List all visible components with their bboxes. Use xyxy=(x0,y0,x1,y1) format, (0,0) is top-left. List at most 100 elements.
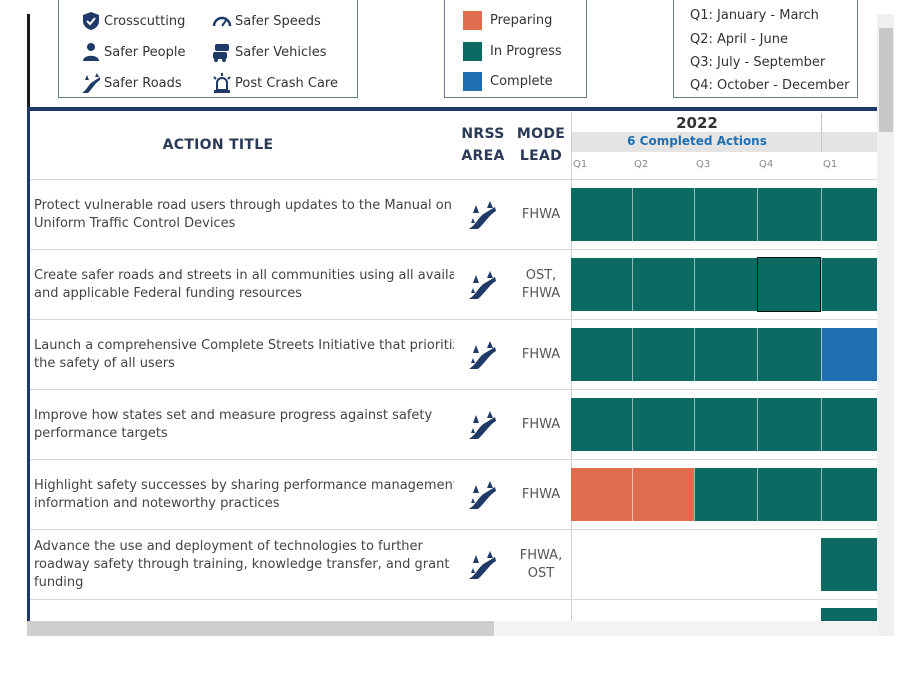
gantt-bar-in-progress[interactable] xyxy=(571,328,632,381)
mode-lead-line: FHWA xyxy=(521,417,561,432)
gantt-bar-separator xyxy=(632,328,633,381)
gantt-bar-separator xyxy=(757,468,758,521)
gantt-bar-separator xyxy=(757,398,758,451)
horizontal-scrollbar-thumb[interactable] xyxy=(27,621,494,636)
mode-lead: FHWA xyxy=(510,346,572,364)
shield-icon xyxy=(83,12,99,30)
road-icon xyxy=(467,199,499,231)
gantt-bar-in-progress[interactable] xyxy=(694,468,757,521)
person-icon xyxy=(83,43,99,61)
nrss-header-line2: AREA xyxy=(461,148,505,164)
legend-post-crash-care: Post Crash Care xyxy=(211,72,338,94)
action-title-line: Advance the use and deployment of techno… xyxy=(34,539,423,554)
preparing-swatch xyxy=(463,11,482,30)
gantt-bar-in-progress[interactable] xyxy=(821,258,877,311)
gantt-bar-in-progress[interactable] xyxy=(632,258,694,311)
gantt-bar-in-progress[interactable] xyxy=(821,608,877,621)
quarter-tick: Q1 xyxy=(823,159,838,170)
table-row[interactable]: Launch a comprehensive Complete Streets … xyxy=(30,320,878,390)
action-title-line: funding xyxy=(34,575,84,590)
mode-lead-line: FHWA xyxy=(521,286,561,301)
action-title-line: Launch a comprehensive Complete Streets … xyxy=(34,338,454,353)
vehicles-icon xyxy=(213,44,229,62)
year-divider xyxy=(821,113,822,152)
mode-lead-line: FHWA xyxy=(521,347,561,362)
gantt-bar-in-progress[interactable] xyxy=(571,188,632,241)
mode-header-line1: MODE xyxy=(516,126,566,142)
table-row[interactable]: Advance the use and deployment of techno… xyxy=(30,530,878,600)
gantt-bar-separator xyxy=(632,188,633,241)
gantt-bar-in-progress[interactable] xyxy=(821,468,877,521)
gantt-bar-in-progress[interactable] xyxy=(571,258,632,311)
gantt-bar-separator xyxy=(757,328,758,381)
legend-safer-vehicles: Safer Vehicles xyxy=(211,41,327,63)
road-icon xyxy=(467,479,499,511)
gantt-bar-separator xyxy=(694,188,695,241)
quarter-tick: Q3 xyxy=(696,159,711,170)
action-title-header: ACTION TITLE xyxy=(162,137,274,153)
gantt-bar-in-progress[interactable] xyxy=(694,398,757,451)
road-icon xyxy=(467,409,499,441)
gantt-bar-in-progress[interactable] xyxy=(757,468,821,521)
status-legend: Preparing In Progress Complete xyxy=(444,0,587,98)
action-title: Advance the use and deployment of techno… xyxy=(34,538,454,592)
legend-safer-roads: Safer Roads xyxy=(80,72,182,94)
gantt-bar-complete[interactable] xyxy=(821,328,877,381)
nrss-area-legend: Crosscutting Safer Speeds Safer People S… xyxy=(58,0,358,98)
mode-lead-line: FHWA xyxy=(521,207,561,222)
nrss-header-line1: NRSS xyxy=(461,126,505,142)
legend-label: Crosscutting xyxy=(104,13,186,29)
action-title-line: the safety of all users xyxy=(34,356,175,371)
mode-lead: FHWA xyxy=(510,416,572,434)
mode-lead: FHWA, OST xyxy=(510,547,572,583)
gantt-bar-in-progress[interactable] xyxy=(694,328,757,381)
vertical-scrollbar-thumb[interactable] xyxy=(879,28,893,132)
gantt-bar-separator xyxy=(632,398,633,451)
legend-label: Safer Vehicles xyxy=(235,44,327,60)
emergency-light-icon xyxy=(213,73,231,93)
gantt-bar-in-progress[interactable] xyxy=(694,258,757,311)
gantt-bar-in-progress[interactable] xyxy=(821,538,877,591)
gantt-bar-in-progress[interactable] xyxy=(571,398,632,451)
quarter-legend-q1: Q1: January - March xyxy=(690,8,819,23)
action-title-line: Create safer roads and streets in all co… xyxy=(34,268,454,283)
mode-lead-line: FHWA, xyxy=(519,548,563,563)
gantt-bar-separator xyxy=(694,258,695,311)
legend-label: Preparing xyxy=(490,13,553,28)
legend-in-progress: In Progress xyxy=(463,42,562,61)
legend-label: In Progress xyxy=(490,44,562,59)
gantt-bar-separator xyxy=(694,398,695,451)
action-title: Create safer roads and streets in all co… xyxy=(34,267,454,303)
gantt-bar-in-progress[interactable] xyxy=(757,258,821,311)
mode-lead-line: FHWA xyxy=(521,487,561,502)
gantt-bar-in-progress[interactable] xyxy=(632,188,694,241)
table-left-border xyxy=(27,111,30,621)
action-title-line: performance targets xyxy=(34,426,168,441)
gantt-bar-in-progress[interactable] xyxy=(632,328,694,381)
gantt-bar-separator xyxy=(694,468,695,521)
action-title-line: and applicable Federal funding resources xyxy=(34,286,303,301)
table-row[interactable]: Highlight safety successes by sharing pe… xyxy=(30,460,878,530)
gantt-bar-in-progress[interactable] xyxy=(821,188,877,241)
selected-cell-highlight[interactable] xyxy=(757,257,821,312)
action-title: Highlight safety successes by sharing pe… xyxy=(34,477,454,513)
gantt-bar-preparing[interactable] xyxy=(571,468,632,521)
completed-actions-label: 6 Completed Actions xyxy=(627,134,767,148)
gantt-bar-in-progress[interactable] xyxy=(757,398,821,451)
gantt-bar-in-progress[interactable] xyxy=(821,398,877,451)
header-top-rule xyxy=(27,107,878,111)
road-icon xyxy=(82,73,100,93)
gantt-bar-in-progress[interactable] xyxy=(757,188,821,241)
vertical-scrollbar-track[interactable] xyxy=(877,14,894,636)
table-row[interactable]: Create safer roads and streets in all co… xyxy=(30,250,878,320)
gantt-bar-in-progress[interactable] xyxy=(632,398,694,451)
quarter-legend: Q1: January - March Q2: April - June Q3:… xyxy=(673,0,858,98)
mode-lead: OST, FHWA xyxy=(510,267,572,303)
table-row[interactable]: Protect vulnerable road users through up… xyxy=(30,180,878,250)
gantt-bar-separator xyxy=(821,188,822,241)
gantt-bar-in-progress[interactable] xyxy=(694,188,757,241)
table-row[interactable]: Improve how states set and measure progr… xyxy=(30,390,878,460)
gantt-bar-in-progress[interactable] xyxy=(757,328,821,381)
gantt-bar-preparing[interactable] xyxy=(632,468,694,521)
gantt-bar-separator xyxy=(632,468,633,521)
